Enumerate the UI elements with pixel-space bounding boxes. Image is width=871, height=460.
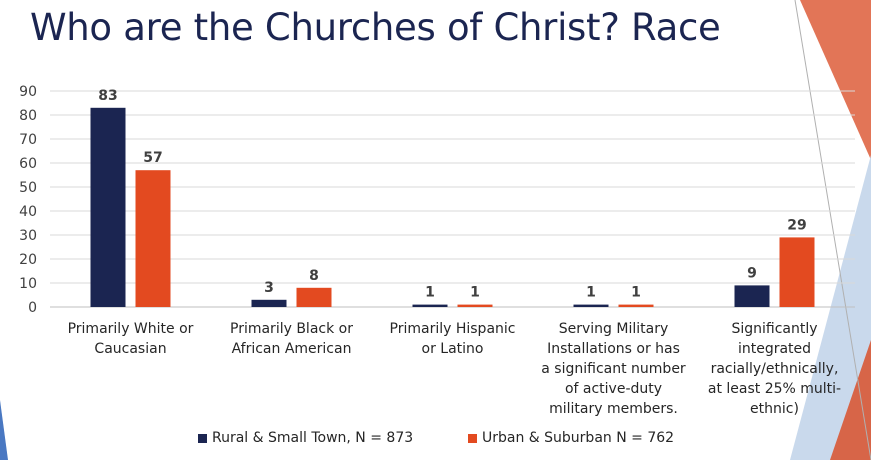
legend-item-urban: Urban & Suburban N = 762 xyxy=(468,430,674,446)
bar-rural xyxy=(90,107,126,307)
corner-line xyxy=(794,0,871,460)
data-label: 1 xyxy=(470,285,480,301)
y-tick-label: 30 xyxy=(19,228,37,244)
y-tick-label: 0 xyxy=(28,300,37,316)
legend-swatch-rural xyxy=(198,433,207,443)
bar-rural xyxy=(734,285,770,307)
data-label: 9 xyxy=(747,265,757,281)
x-category-label: Primarily Hispanic or Latino xyxy=(389,321,516,357)
legend-label-urban: Urban & Suburban N = 762 xyxy=(482,430,675,446)
data-label: 1 xyxy=(425,285,435,301)
data-label: 8 xyxy=(309,268,319,284)
y-tick-label: 80 xyxy=(19,108,37,124)
legend-swatch-urban xyxy=(468,433,477,443)
y-tick-label: 90 xyxy=(19,84,37,100)
x-category-label: Significantly integrated racially/ethnic… xyxy=(707,321,842,417)
legend-label-rural: Rural & Small Town, N = 873 xyxy=(212,430,414,446)
y-tick-label: 40 xyxy=(19,204,37,220)
bar-urban xyxy=(779,237,815,307)
y-tick-label: 50 xyxy=(19,180,37,196)
legend-item-rural: Rural & Small Town, N = 873 xyxy=(198,430,413,446)
x-category-label: Serving Military Installations or has a … xyxy=(541,321,686,417)
x-category-label: Primarily Black or African American xyxy=(230,321,353,357)
bar-urban xyxy=(457,304,493,307)
data-label: 83 xyxy=(98,88,117,104)
bar-rural xyxy=(412,304,448,307)
bar-urban xyxy=(296,287,332,307)
x-category-label: Primarily White or Caucasian xyxy=(67,321,194,357)
slide-title: Who are the Churches of Christ? Race xyxy=(30,6,721,49)
data-label: 3 xyxy=(264,280,274,296)
bar-urban xyxy=(618,304,654,307)
y-tick-label: 20 xyxy=(19,252,37,268)
y-tick-label: 60 xyxy=(19,156,37,172)
data-label: 1 xyxy=(586,285,596,301)
bar-rural xyxy=(251,299,287,307)
bar-rural xyxy=(573,304,609,307)
corner-salmon-shape xyxy=(800,0,871,160)
y-tick-label: 10 xyxy=(19,276,37,292)
left-edge-shape xyxy=(0,400,8,460)
bar-urban xyxy=(135,170,171,307)
y-tick-label: 70 xyxy=(19,132,37,148)
data-label: 1 xyxy=(631,285,641,301)
data-label: 29 xyxy=(787,217,806,233)
corner-red-shape xyxy=(830,340,871,460)
data-label: 57 xyxy=(143,150,162,166)
